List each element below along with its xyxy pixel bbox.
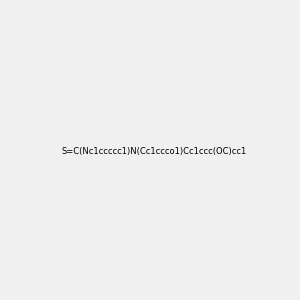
Text: S=C(Nc1ccccc1)N(Cc1ccco1)Cc1ccc(OC)cc1: S=C(Nc1ccccc1)N(Cc1ccco1)Cc1ccc(OC)cc1 (61, 147, 246, 156)
